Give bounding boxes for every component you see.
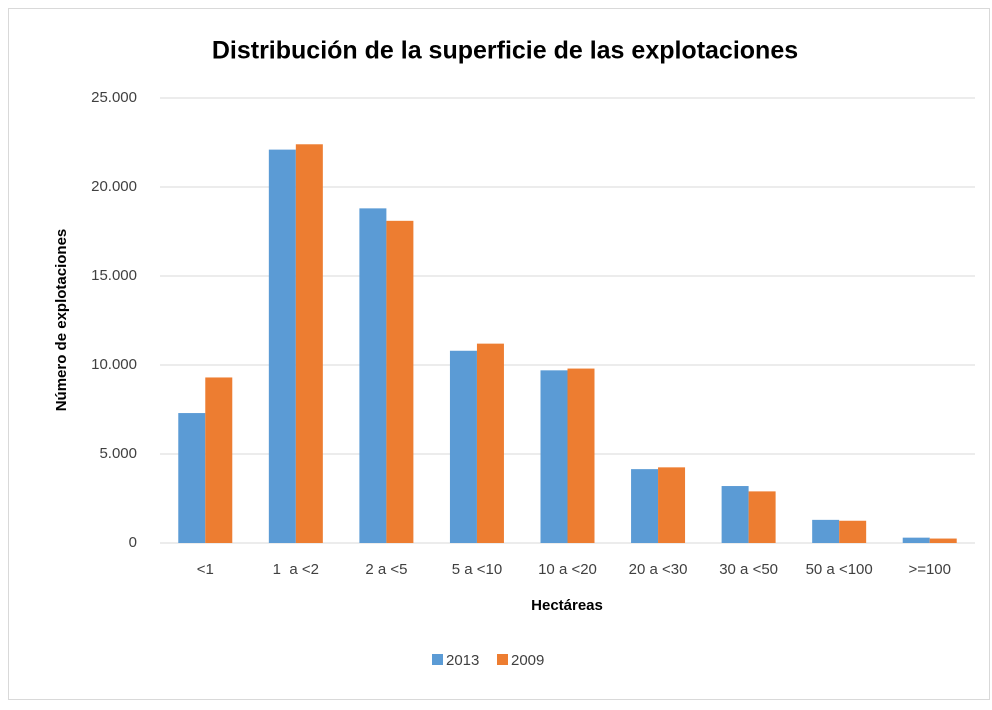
y-tick-label: 5.000 <box>99 445 137 462</box>
bar <box>386 220 414 543</box>
bar <box>567 368 595 543</box>
bar <box>929 538 957 543</box>
chart-title: Distribución de la superficie de las exp… <box>212 37 798 65</box>
y-tick-label: 15.000 <box>91 267 137 284</box>
bar <box>839 520 867 543</box>
legend-swatch <box>497 654 508 665</box>
x-tick-label: 10 a <20 <box>538 561 597 578</box>
bar <box>540 370 568 543</box>
bar <box>178 413 206 543</box>
y-tick-label: 0 <box>129 534 137 551</box>
bar <box>205 377 233 543</box>
bar <box>812 519 840 543</box>
legend-label: 2013 <box>446 652 479 669</box>
x-tick-label: 5 a <10 <box>452 561 502 578</box>
bar <box>658 467 686 543</box>
x-tick-label: 30 a <50 <box>719 561 778 578</box>
bar <box>721 486 749 543</box>
x-tick-label: 50 a <100 <box>806 561 873 578</box>
x-tick-label: 2 a <5 <box>365 561 407 578</box>
bar <box>476 343 504 543</box>
bar <box>631 469 659 543</box>
bar <box>902 537 930 543</box>
x-tick-label: >=100 <box>908 561 951 578</box>
bar <box>449 350 477 543</box>
x-axis-label: Hectáreas <box>531 597 603 614</box>
x-tick-label: 20 a <30 <box>629 561 688 578</box>
x-tick-label: 1 a <2 <box>273 561 319 578</box>
bar <box>748 491 776 543</box>
legend-swatch <box>432 654 443 665</box>
bar <box>359 208 387 544</box>
bar <box>268 149 296 543</box>
legend-label: 2009 <box>511 652 544 669</box>
y-axis-label: Número de explotaciones <box>53 229 70 412</box>
x-tick-label: <1 <box>197 561 214 578</box>
y-tick-label: 20.000 <box>91 178 137 195</box>
bar <box>295 144 323 543</box>
y-tick-label: 10.000 <box>91 356 137 373</box>
y-tick-label: 25.000 <box>91 89 137 106</box>
